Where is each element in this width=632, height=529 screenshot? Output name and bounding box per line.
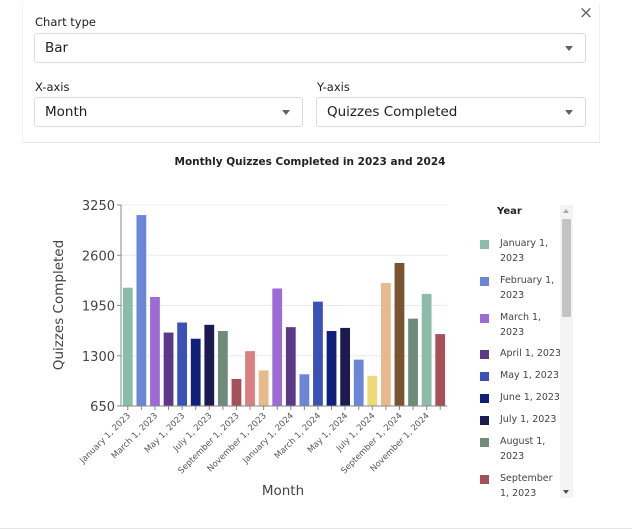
x-tick-label: March 1, 2023 — [110, 411, 160, 461]
x-tick-label: January 1, 2024 — [240, 411, 295, 466]
chart-title: Monthly Quizzes Completed in 2023 and 20… — [174, 156, 446, 168]
bar — [408, 318, 418, 406]
bar — [313, 301, 323, 406]
chevron-down-icon — [282, 110, 290, 115]
y-axis-value: Quizzes Completed — [327, 104, 458, 120]
legend-swatch — [480, 240, 489, 249]
chevron-down-icon — [565, 46, 573, 51]
y-axis-select[interactable]: Quizzes Completed — [316, 97, 586, 127]
scroll-down-icon[interactable] — [563, 490, 569, 494]
x-tick-label: September 1, 2024 — [339, 411, 404, 476]
bar — [163, 332, 174, 406]
bar — [272, 288, 283, 406]
legend-swatch — [480, 372, 489, 381]
x-tick-label: May 1, 2023 — [143, 411, 187, 455]
y-axis-title: Quizzes Completed — [51, 240, 67, 370]
legend-label: February 1, 2023 — [500, 275, 555, 301]
legend-label: August 1, 2023 — [500, 436, 546, 462]
x-tick-label: November 1, 2023 — [206, 411, 269, 474]
x-axis-value: Month — [45, 104, 88, 120]
x-axis-title: Month — [262, 483, 304, 499]
x-tick-label: September 1, 2023 — [176, 411, 241, 476]
bar — [326, 331, 337, 406]
x-tick-label: November 1, 2024 — [369, 411, 432, 474]
bar — [177, 322, 188, 406]
scroll-up-icon[interactable] — [563, 209, 569, 213]
y-tick-label: 1950 — [82, 300, 115, 315]
x-tick-label: May 1, 2024 — [306, 411, 350, 455]
bar — [380, 283, 391, 406]
y-tick-label: 650 — [90, 400, 115, 415]
legend-label: March 1, 2023 — [500, 312, 542, 338]
legend-label: July 1, 2023 — [500, 414, 557, 425]
chart-settings-form — [22, 4, 600, 143]
bar — [299, 374, 310, 406]
legend-label: January 1, 2023 — [500, 238, 549, 264]
bar — [245, 351, 255, 406]
bar — [190, 338, 201, 406]
bar — [340, 327, 351, 406]
bar — [136, 215, 147, 406]
legend-swatch — [480, 475, 489, 484]
scroll-thumb[interactable] — [562, 219, 571, 317]
y-tick-label: 2600 — [82, 249, 115, 264]
bar — [122, 287, 133, 406]
legend-label: May 1, 2023 — [500, 370, 559, 381]
legend-title: Year — [497, 206, 522, 217]
legend-swatch — [480, 350, 489, 359]
legend-label: September 1, 2023 — [500, 473, 553, 499]
bar — [204, 324, 215, 406]
legend-swatch — [480, 416, 489, 425]
chart-type-select[interactable]: Bar — [34, 33, 586, 63]
y-tick-label: 1300 — [82, 350, 115, 365]
bar — [353, 359, 364, 406]
bar — [217, 331, 228, 406]
x-tick-label: January 1, 2023 — [77, 411, 132, 466]
y-axis-label: Y-axis — [317, 80, 350, 94]
bar — [394, 262, 405, 406]
x-axis-select[interactable]: Month — [34, 97, 303, 127]
chart-type-value: Bar — [45, 40, 69, 56]
legend-swatch — [480, 314, 489, 323]
bar — [367, 375, 378, 406]
bar — [150, 296, 160, 406]
chevron-down-icon — [565, 110, 573, 115]
chart-legend: Year January 1, 2023 February 1, 2023 Marc… — [476, 200, 576, 502]
y-tick-label: 3250 — [82, 199, 115, 214]
x-axis-label: X-axis — [35, 80, 70, 94]
legend-swatch — [480, 277, 489, 286]
x-tick-label: July 1, 2024 — [334, 411, 377, 454]
bar — [231, 378, 242, 406]
bar — [285, 327, 296, 406]
legend-label: June 1, 2023 — [500, 392, 560, 403]
bar — [435, 334, 446, 406]
legend-swatch — [480, 438, 489, 447]
bar — [258, 370, 269, 406]
chart-type-label: Chart type — [35, 15, 96, 29]
legend-swatch — [480, 394, 489, 403]
x-tick-label: July 1, 2023 — [171, 411, 214, 454]
legend-label: April 1, 2023 — [500, 348, 561, 359]
close-icon[interactable]: × — [578, 3, 594, 23]
bar — [421, 293, 432, 406]
x-tick-label: March 1, 2024 — [273, 411, 323, 461]
legend-scrollbar[interactable] — [560, 205, 573, 498]
